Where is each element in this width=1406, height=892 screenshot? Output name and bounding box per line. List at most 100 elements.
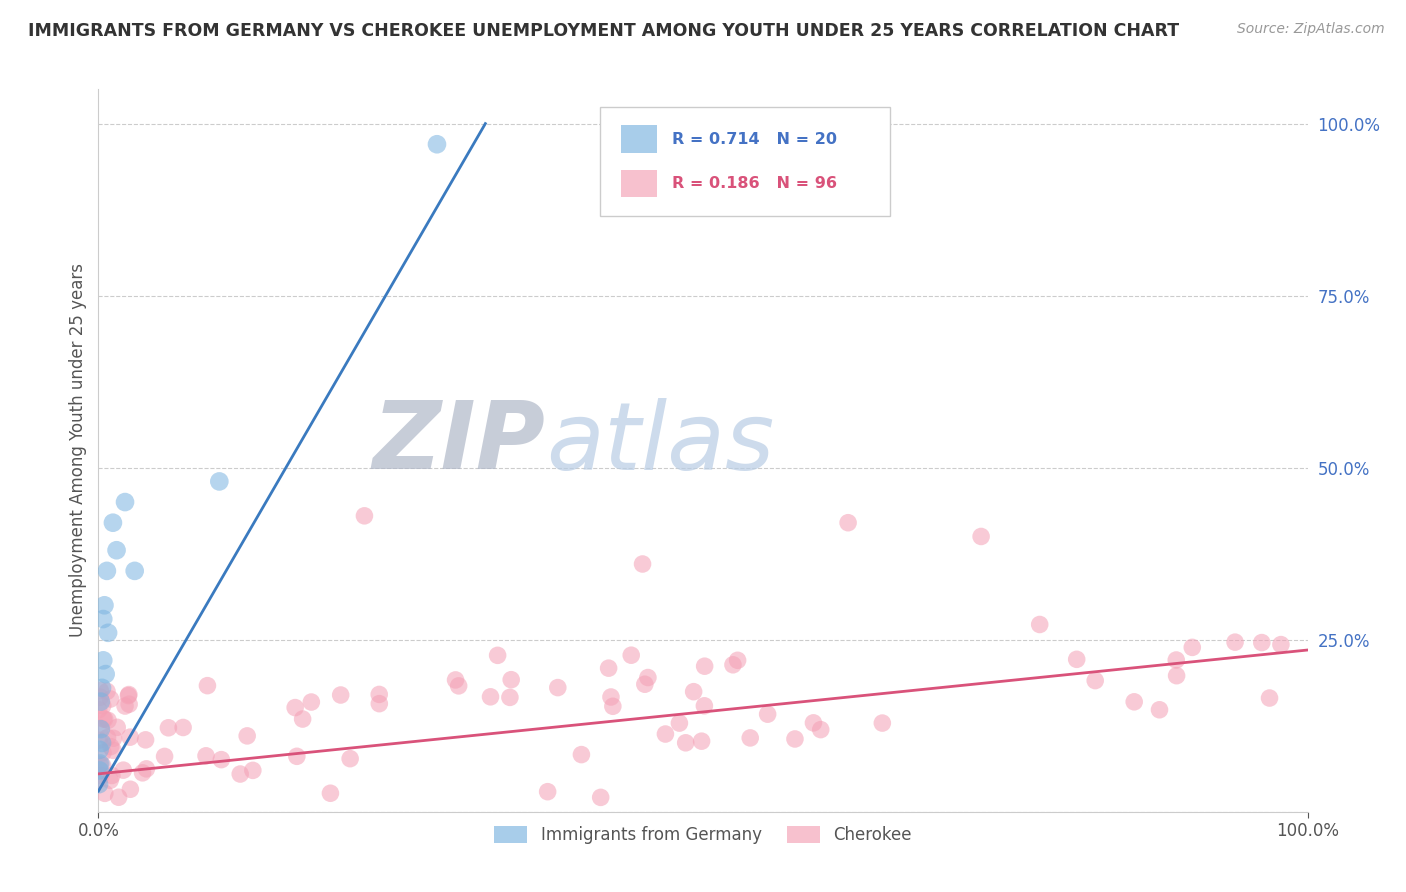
Text: Source: ZipAtlas.com: Source: ZipAtlas.com — [1237, 22, 1385, 37]
Point — [100, 739, 122, 754]
Point — [93, 712, 115, 726]
Point — [1028, 617, 1050, 632]
Point — [135, 762, 157, 776]
Point — [89, 733, 111, 747]
Point — [690, 734, 713, 748]
Point — [1066, 652, 1088, 666]
Point — [98, 773, 121, 788]
Point — [93, 599, 115, 613]
Point — [89, 756, 111, 771]
Point — [693, 698, 716, 713]
Point — [94, 786, 117, 800]
Point — [319, 786, 342, 800]
Point — [970, 529, 993, 543]
Point — [120, 730, 142, 744]
Point — [1223, 635, 1246, 649]
Point — [1123, 695, 1146, 709]
Point — [810, 723, 832, 737]
Text: ZIP: ZIP — [373, 397, 546, 489]
Point — [1270, 638, 1292, 652]
Point — [89, 683, 111, 698]
Text: R = 0.714   N = 20: R = 0.714 N = 20 — [672, 132, 837, 146]
Point — [285, 749, 308, 764]
Point — [756, 707, 779, 722]
Point — [100, 692, 122, 706]
Point — [157, 721, 180, 735]
Point — [479, 690, 502, 704]
Text: R = 0.186   N = 96: R = 0.186 N = 96 — [672, 177, 837, 191]
Y-axis label: Unemployment Among Youth under 25 years: Unemployment Among Youth under 25 years — [69, 263, 87, 638]
Point — [105, 720, 128, 734]
Point — [114, 699, 136, 714]
Point — [118, 688, 141, 702]
Point — [90, 768, 112, 782]
Point — [101, 743, 124, 757]
Point — [598, 661, 620, 675]
Point — [229, 767, 252, 781]
Point — [91, 681, 114, 695]
Point — [97, 625, 120, 640]
Point — [91, 712, 114, 726]
Point — [120, 782, 142, 797]
Point — [91, 758, 114, 772]
Bar — [621, 126, 657, 153]
Point — [668, 716, 690, 731]
Point — [87, 777, 110, 791]
Point — [96, 731, 118, 745]
Point — [637, 671, 659, 685]
Point — [299, 695, 322, 709]
Point — [444, 673, 467, 687]
Point — [620, 648, 643, 663]
Bar — [621, 170, 657, 197]
Point — [94, 667, 117, 681]
Point — [602, 699, 624, 714]
Point — [197, 679, 219, 693]
Point — [124, 564, 146, 578]
Point — [368, 688, 391, 702]
Point — [118, 697, 141, 711]
Point — [589, 790, 612, 805]
Point — [353, 508, 375, 523]
Point — [803, 715, 825, 730]
FancyBboxPatch shape — [600, 107, 890, 216]
Point — [634, 677, 657, 691]
Point — [368, 697, 391, 711]
Point — [209, 753, 232, 767]
Point — [96, 684, 118, 698]
Point — [89, 690, 111, 705]
Point — [91, 612, 114, 626]
Point — [114, 495, 136, 509]
Point — [101, 516, 124, 530]
Point — [740, 731, 762, 745]
Point — [242, 764, 264, 778]
Point — [117, 689, 139, 703]
Point — [1181, 640, 1204, 655]
Point — [721, 657, 744, 672]
Point — [131, 765, 153, 780]
Point — [339, 752, 361, 766]
Point — [501, 673, 523, 687]
Point — [783, 731, 806, 746]
Point — [447, 679, 470, 693]
Point — [89, 721, 111, 735]
Point — [172, 721, 194, 735]
Point — [195, 748, 218, 763]
Point — [631, 557, 654, 571]
Point — [105, 543, 128, 558]
Point — [675, 736, 697, 750]
Point — [91, 653, 114, 667]
Point — [654, 727, 676, 741]
Point — [1166, 669, 1188, 683]
Point — [486, 648, 509, 663]
Point — [107, 790, 129, 805]
Point — [153, 749, 176, 764]
Point — [837, 516, 859, 530]
Point — [103, 731, 125, 746]
Point — [135, 732, 157, 747]
Point — [284, 700, 307, 714]
Point — [91, 736, 114, 750]
Point — [1250, 635, 1272, 649]
Point — [571, 747, 593, 762]
Point — [101, 768, 124, 782]
Point — [291, 712, 314, 726]
